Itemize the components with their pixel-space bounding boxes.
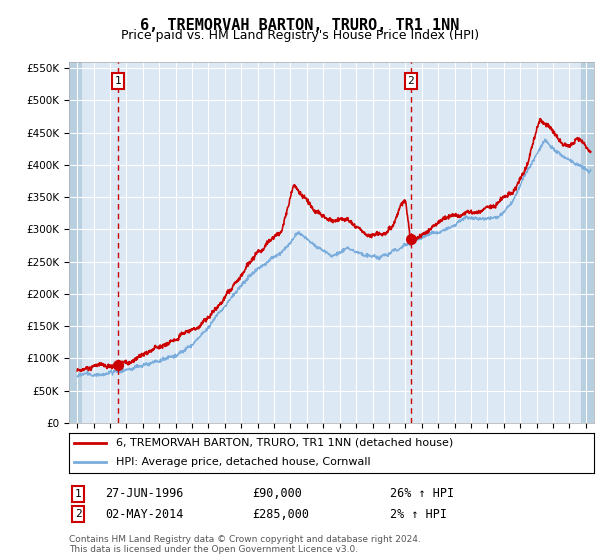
Text: 6, TREMORVAH BARTON, TRURO, TR1 1NN: 6, TREMORVAH BARTON, TRURO, TR1 1NN bbox=[140, 18, 460, 33]
Bar bbox=[581, 62, 594, 423]
Text: 2: 2 bbox=[407, 76, 414, 86]
Text: 6, TREMORVAH BARTON, TRURO, TR1 1NN (detached house): 6, TREMORVAH BARTON, TRURO, TR1 1NN (det… bbox=[116, 438, 454, 448]
Text: 1: 1 bbox=[115, 76, 121, 86]
Text: 26% ↑ HPI: 26% ↑ HPI bbox=[390, 487, 454, 501]
Text: 2% ↑ HPI: 2% ↑ HPI bbox=[390, 507, 447, 521]
Text: HPI: Average price, detached house, Cornwall: HPI: Average price, detached house, Corn… bbox=[116, 457, 371, 467]
Text: Price paid vs. HM Land Registry's House Price Index (HPI): Price paid vs. HM Land Registry's House … bbox=[121, 29, 479, 42]
Bar bbox=[69, 62, 82, 423]
Text: 2: 2 bbox=[74, 509, 82, 519]
Text: 02-MAY-2014: 02-MAY-2014 bbox=[105, 507, 184, 521]
Text: Contains HM Land Registry data © Crown copyright and database right 2024.
This d: Contains HM Land Registry data © Crown c… bbox=[69, 535, 421, 554]
Text: 1: 1 bbox=[74, 489, 82, 499]
Text: £90,000: £90,000 bbox=[252, 487, 302, 501]
Text: 27-JUN-1996: 27-JUN-1996 bbox=[105, 487, 184, 501]
Text: £285,000: £285,000 bbox=[252, 507, 309, 521]
